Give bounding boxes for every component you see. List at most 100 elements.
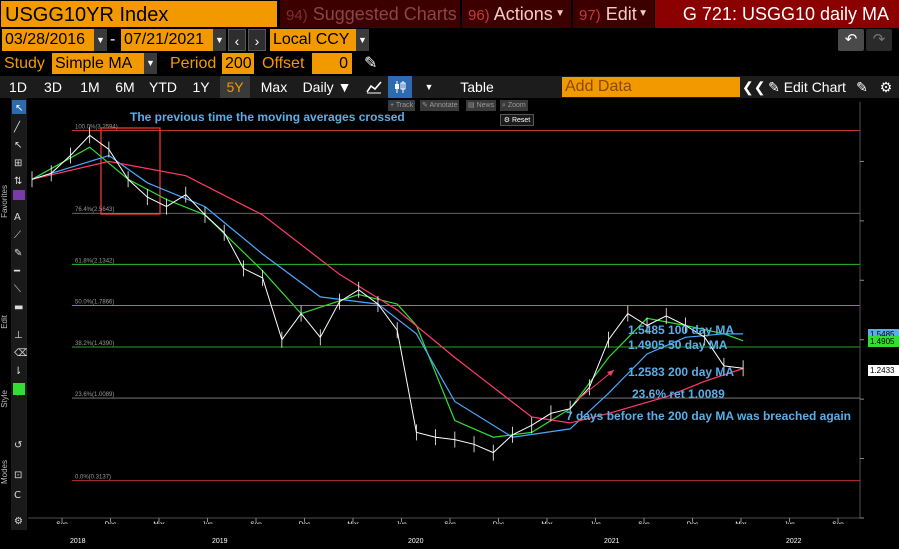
chart-type-dropdown-icon[interactable]: ▼: [424, 82, 434, 92]
gear-icon[interactable]: ⚙: [879, 79, 893, 95]
crossed-annotation: The previous time the moving averages cr…: [130, 110, 405, 124]
fib-label: 0.0%(0.3137): [75, 475, 111, 481]
annotate-tool[interactable]: ✎ Annotate: [420, 100, 460, 111]
news-tool[interactable]: ▤ News: [466, 100, 497, 111]
year-label: 2022: [786, 538, 802, 545]
prev-period-button[interactable]: ‹: [228, 29, 246, 51]
fib-label: 38.2%(1.4390): [75, 341, 114, 347]
currency-dropdown-icon[interactable]: ▼: [356, 29, 369, 51]
track-label: Track: [395, 102, 414, 109]
arrow-tool-icon: ↖: [14, 140, 22, 151]
reset-label: Reset: [511, 117, 531, 124]
favorites-side-label: Favorites: [0, 185, 9, 218]
calendar-dropdown-icon[interactable]: ▼: [94, 29, 107, 51]
x-tick-label: Dec: [687, 521, 699, 524]
series-line: [31, 160, 744, 424]
edit-menu[interactable]: 97) Edit ▼: [572, 0, 654, 28]
news-label: News: [476, 102, 495, 109]
zoom-tool[interactable]: ⌕ Zoom: [500, 100, 528, 111]
period-max[interactable]: Max: [260, 79, 288, 95]
x-tick-label: Sep: [250, 521, 262, 524]
arrow-head-icon: [607, 370, 614, 376]
measure-tool-icon: ⊥: [14, 330, 23, 341]
ma50-annotation: 1.4905 50 day MA: [628, 338, 728, 352]
frequency-select[interactable]: Daily ▼: [302, 79, 352, 95]
x-tick-label: Dec: [493, 521, 505, 524]
period-field[interactable]: 200: [222, 53, 254, 74]
style-side-label: Style: [0, 390, 9, 408]
y-axis: 3.00002.50002.00001.50001.00000.50000.00…: [859, 102, 864, 519]
trend-tool-icon: ⇅: [14, 176, 22, 187]
edit-template-icon[interactable]: ✎: [856, 79, 868, 95]
reset-button[interactable]: ⚙ Reset: [500, 114, 534, 126]
add-data-input[interactable]: Add Data: [562, 77, 740, 97]
period-ytd[interactable]: YTD: [149, 79, 177, 95]
favorite-slot-icon: [13, 190, 25, 200]
period-5y[interactable]: 5Y: [220, 76, 250, 98]
x-tick-label: Jun: [396, 521, 407, 524]
calendar-dropdown-icon[interactable]: ▼: [213, 29, 226, 51]
candlestick-icon[interactable]: [388, 76, 412, 98]
currency-select[interactable]: Local CCY: [270, 29, 356, 51]
modes-side-label: Modes: [0, 460, 9, 485]
drawing-tools-palette: ↖ ╱ ↖ ⊞ ⇅ A ⟋ ✎ ━ ⟍ ▬ ⊥ ⌫ ⇂ ⚲ ↺ ⊡ C ⚙: [11, 98, 28, 530]
ma200-annotation: 1.2583 200 day MA: [628, 365, 735, 379]
value-tag: 1.2433: [868, 365, 899, 377]
zoom-label: Zoom: [507, 102, 526, 109]
copy-tool-icon: C: [14, 490, 21, 501]
undo-button[interactable]: ↶: [838, 29, 864, 51]
caret-down-icon: ▼: [555, 8, 565, 19]
redo-button[interactable]: ↷: [866, 29, 892, 51]
mode-tool-icon: ⊡: [14, 470, 22, 481]
annotate-label: Annotate: [429, 102, 458, 109]
x-tick-label: Mar: [347, 521, 359, 524]
pencil-tool-icon: ✎: [14, 248, 22, 259]
period-1d[interactable]: 1D: [9, 79, 27, 95]
study-label: Study: [4, 55, 45, 72]
year-label: 2021: [604, 538, 620, 545]
x-tick-label: Jun: [590, 521, 601, 524]
menu-label: Edit: [605, 4, 637, 24]
cursor-tool-glyph: ↖: [15, 103, 23, 114]
year-label: 2018: [70, 538, 86, 545]
period-6m[interactable]: 6M: [115, 79, 135, 95]
start-date-field[interactable]: 03/28/2016: [2, 29, 94, 51]
x-axis: Sep Dec Mar Jun Sep Dec Mar Jun Sep Dec Mar Jun Sep D…: [28, 517, 860, 524]
fib-label: 76.4%(2.5643): [75, 207, 114, 213]
chart-title: G 721: USGG10 daily MA: [655, 0, 899, 28]
caret-down-icon: ▼: [638, 8, 648, 19]
next-period-button[interactable]: ›: [248, 29, 266, 51]
year-label: 2019: [212, 538, 228, 545]
study-dropdown-icon[interactable]: ▼: [144, 53, 157, 74]
period-3d[interactable]: 3D: [44, 79, 62, 95]
fib-levels: 100.0%(3.2594) 76.4%(2.5643) 61.8%(2.1342)…: [72, 125, 860, 482]
chart-series: [31, 127, 744, 461]
breach-arrow: [575, 369, 615, 402]
collapse-icon[interactable]: ❮❮: [742, 79, 766, 95]
edit-chart-button[interactable]: ✎ Edit Chart: [766, 76, 848, 98]
price-chart[interactable]: 100.0%(3.2594) 76.4%(2.5643) 61.8%(2.1342)…: [28, 98, 868, 524]
reset-tool-icon: ↺: [14, 440, 22, 451]
x-tick-label: Mar: [541, 521, 553, 524]
ticker-field[interactable]: USGG10YR Index: [0, 0, 278, 28]
track-tool[interactable]: + Track: [388, 100, 416, 111]
suggested-charts-menu[interactable]: 94) Suggested Charts: [279, 0, 460, 28]
line-chart-icon[interactable]: [362, 76, 386, 98]
period-1y[interactable]: 1Y: [192, 79, 210, 95]
pencil-icon[interactable]: ✎: [364, 55, 378, 72]
menu-label: Actions: [493, 4, 553, 24]
end-date-field[interactable]: 07/21/2021: [121, 29, 213, 51]
series-line: [31, 154, 744, 438]
menu-label: Suggested Charts: [312, 4, 457, 24]
table-button[interactable]: Table: [460, 79, 494, 95]
offset-field[interactable]: 0: [312, 53, 352, 74]
menu-number: 97): [579, 7, 601, 24]
cursor-tool-icon: [12, 100, 26, 114]
date-separator: -: [110, 31, 116, 48]
period-1m[interactable]: 1M: [80, 79, 100, 95]
crosshair-tool-icon: ⇂: [14, 366, 22, 377]
study-select[interactable]: Simple MA: [52, 53, 144, 74]
x-tick-label: Mar: [153, 521, 165, 524]
actions-menu[interactable]: 96) Actions ▼: [461, 0, 571, 28]
color-swatch-icon: [13, 383, 25, 395]
